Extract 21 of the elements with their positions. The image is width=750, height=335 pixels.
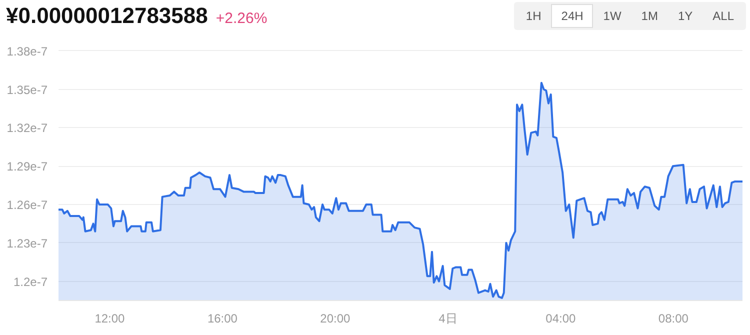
y-tick-label: 1.35e-7 <box>6 82 48 97</box>
x-tick-label: 12:00 <box>94 312 126 326</box>
y-tick-label: 1.32e-7 <box>6 121 48 136</box>
chart-subtitle: +2.26% <box>216 10 268 27</box>
text: 1H <box>516 4 552 28</box>
x-tick-label: 16:00 <box>207 312 238 326</box>
x-tick-label: 4日 <box>438 312 458 326</box>
text: ALL <box>702 4 744 28</box>
y-tick-label: 1.38e-7 <box>6 44 48 58</box>
text: 24H <box>551 4 594 28</box>
y-tick-label: 1.29e-7 <box>6 160 48 174</box>
text: 1M <box>631 4 668 28</box>
text: 1W <box>593 4 632 28</box>
y-tick-label: 1.2e-7 <box>13 274 48 289</box>
y-tick-label: 1.26e-7 <box>6 198 48 212</box>
text: 1Y <box>668 4 703 28</box>
chart-title: ¥0.00000012783588 <box>6 3 208 28</box>
y-tick-label: 1.23e-7 <box>6 236 48 250</box>
x-tick-label: 20:00 <box>320 312 351 326</box>
x-tick-label: 08:00 <box>658 312 689 326</box>
x-tick-label: 04:00 <box>546 312 576 326</box>
